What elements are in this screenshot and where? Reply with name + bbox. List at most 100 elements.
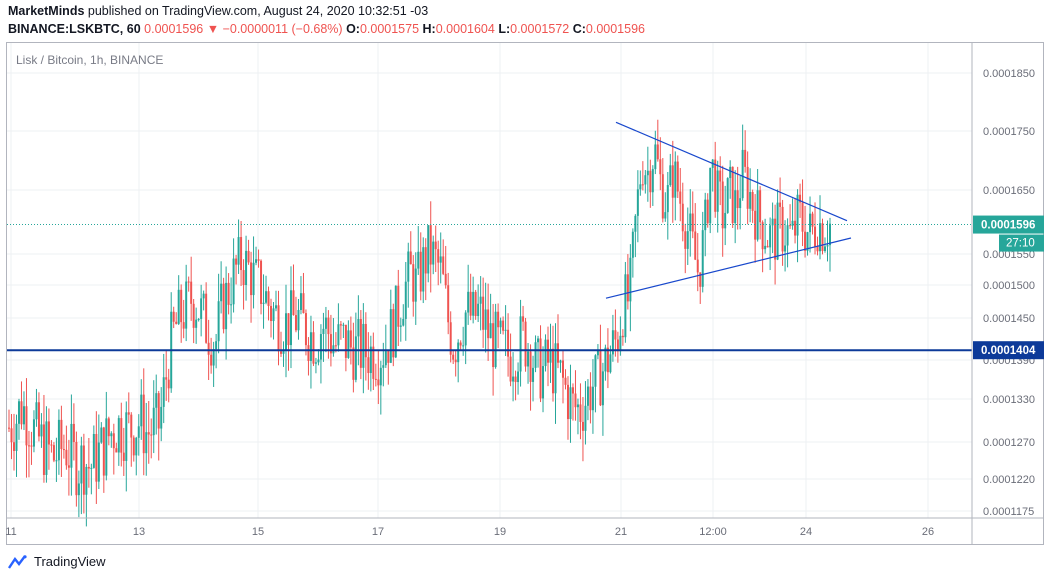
candle <box>581 397 584 462</box>
candle <box>806 231 809 256</box>
candle-body <box>651 169 654 193</box>
candle-body <box>726 178 729 213</box>
candle <box>556 314 559 369</box>
candle <box>205 282 208 344</box>
candle <box>32 410 35 453</box>
candle-body <box>794 220 797 236</box>
candle-body <box>379 367 382 386</box>
candle-body <box>769 225 772 248</box>
candle <box>347 320 350 359</box>
candle <box>319 324 322 384</box>
candle-body <box>102 427 105 476</box>
candle-body <box>721 181 724 229</box>
candle-body <box>190 281 193 304</box>
candle <box>824 237 827 253</box>
candle <box>809 196 812 253</box>
candle-body <box>824 246 827 252</box>
candle <box>414 252 417 325</box>
candle-body <box>497 311 500 328</box>
tradingview-footer[interactable]: TradingView <box>8 554 106 569</box>
support-label: 0.0001404 <box>981 345 1036 357</box>
candle-body <box>417 251 420 269</box>
change-value: ▼ −0.0000011 (−0.68%) <box>206 22 343 36</box>
candle <box>142 368 145 476</box>
candle-body <box>749 192 752 209</box>
price-tick-9: 0.0001220 <box>983 474 1035 486</box>
candle-body <box>621 335 624 338</box>
time-tick-1: 13 <box>133 526 145 538</box>
candle-body <box>816 246 819 252</box>
candle <box>162 353 165 424</box>
candle-body <box>674 161 677 198</box>
candle-body <box>412 264 415 302</box>
candle <box>145 402 148 476</box>
candle <box>334 332 337 353</box>
candle-body <box>242 270 245 286</box>
candle <box>312 321 315 367</box>
candle <box>399 317 402 342</box>
candle-body <box>47 421 50 445</box>
candle <box>779 177 782 229</box>
candle <box>664 192 667 222</box>
time-tick-4: 19 <box>494 526 506 538</box>
candle-body <box>671 165 674 198</box>
candle-body <box>257 259 260 261</box>
candle-body <box>532 367 535 382</box>
time-tick-0: 11 <box>5 526 16 538</box>
candle-body <box>362 323 365 368</box>
time-tick-3: 17 <box>372 526 384 538</box>
candle-body <box>679 191 682 204</box>
candle <box>8 409 10 433</box>
candle <box>235 254 238 285</box>
countdown-badge <box>999 234 1044 252</box>
candle <box>52 442 55 463</box>
candle <box>684 223 687 274</box>
candle-body <box>719 170 722 182</box>
candle-body <box>716 170 719 212</box>
candle-body <box>556 343 559 363</box>
candle-body <box>284 313 287 351</box>
candle-body <box>502 320 505 331</box>
candle <box>826 220 829 262</box>
candle-body <box>432 241 435 265</box>
candle-body <box>609 354 612 373</box>
candle <box>601 362 604 436</box>
price-tick-8: 0.0001270 <box>983 437 1035 449</box>
candle <box>322 312 325 362</box>
candle-body <box>42 424 45 475</box>
candle <box>716 160 719 233</box>
candle-body <box>399 325 402 327</box>
price-tick-10: 0.0001175 <box>983 506 1034 518</box>
candle-body <box>487 309 490 339</box>
candle-body <box>796 194 799 236</box>
candle <box>674 151 677 221</box>
candle-body <box>699 272 702 287</box>
candle <box>289 266 292 369</box>
candle-body <box>272 308 275 322</box>
candle-body <box>786 225 789 246</box>
candle <box>829 217 831 272</box>
candle <box>569 364 572 443</box>
candle <box>70 394 73 496</box>
candle-body <box>299 293 302 310</box>
price-tick-4: 0.0001500 <box>983 280 1035 292</box>
candle <box>242 259 245 310</box>
candle-body <box>644 175 647 185</box>
candle-body <box>586 386 589 406</box>
candle <box>20 381 23 430</box>
candle <box>222 277 225 334</box>
candle <box>819 195 822 260</box>
candle <box>606 328 609 389</box>
candle-body <box>97 442 100 482</box>
candle-body <box>429 225 432 265</box>
candle <box>726 177 729 214</box>
candle <box>137 414 140 456</box>
candle <box>432 235 435 275</box>
candle <box>212 341 215 387</box>
candle <box>552 325 555 402</box>
candle <box>67 439 70 496</box>
candle <box>327 310 330 359</box>
candle <box>157 390 160 461</box>
candle <box>384 324 387 368</box>
